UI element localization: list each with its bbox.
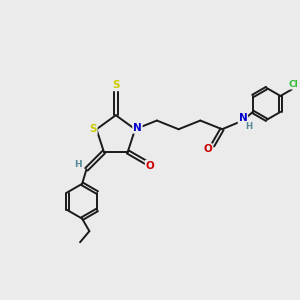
Text: Cl: Cl bbox=[288, 80, 298, 89]
Text: S: S bbox=[89, 124, 97, 134]
Text: O: O bbox=[203, 144, 212, 154]
Text: H: H bbox=[74, 160, 82, 169]
Text: N: N bbox=[133, 123, 142, 133]
Text: O: O bbox=[146, 161, 154, 171]
Text: S: S bbox=[112, 80, 120, 90]
Text: H: H bbox=[246, 122, 253, 131]
Text: N: N bbox=[238, 113, 247, 123]
